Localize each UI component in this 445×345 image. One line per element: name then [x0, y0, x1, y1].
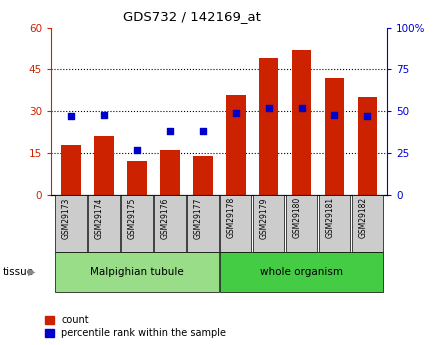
- Text: GSM29173: GSM29173: [62, 197, 71, 239]
- Bar: [259, 58, 279, 195]
- FancyBboxPatch shape: [55, 195, 87, 252]
- Point: [166, 129, 173, 134]
- Text: Malpighian tubule: Malpighian tubule: [90, 267, 184, 277]
- Bar: [127, 161, 147, 195]
- Bar: [94, 136, 114, 195]
- Point: [232, 110, 239, 116]
- Text: GSM29175: GSM29175: [128, 197, 137, 239]
- Point: [100, 112, 107, 117]
- Text: ▶: ▶: [28, 267, 36, 277]
- Point: [331, 112, 338, 117]
- Text: GDS732 / 142169_at: GDS732 / 142169_at: [123, 10, 261, 23]
- Text: tissue: tissue: [2, 267, 33, 277]
- Text: GSM29176: GSM29176: [161, 197, 170, 239]
- Point: [67, 114, 74, 119]
- FancyBboxPatch shape: [88, 195, 120, 252]
- Text: whole organism: whole organism: [260, 267, 343, 277]
- FancyBboxPatch shape: [220, 252, 383, 292]
- Text: GSM29178: GSM29178: [227, 197, 236, 238]
- FancyBboxPatch shape: [352, 195, 383, 252]
- FancyBboxPatch shape: [55, 252, 218, 292]
- FancyBboxPatch shape: [286, 195, 317, 252]
- Point: [199, 129, 206, 134]
- Bar: [61, 145, 81, 195]
- FancyBboxPatch shape: [187, 195, 218, 252]
- FancyBboxPatch shape: [220, 195, 251, 252]
- Bar: [324, 78, 344, 195]
- Bar: [193, 156, 213, 195]
- Text: GSM29179: GSM29179: [259, 197, 269, 239]
- FancyBboxPatch shape: [121, 195, 153, 252]
- Text: GSM29180: GSM29180: [292, 197, 302, 238]
- Text: GSM29177: GSM29177: [194, 197, 202, 239]
- Point: [298, 105, 305, 111]
- Bar: [226, 95, 246, 195]
- Bar: [357, 97, 377, 195]
- Point: [133, 147, 140, 152]
- Point: [265, 105, 272, 111]
- Text: GSM29182: GSM29182: [358, 197, 368, 238]
- FancyBboxPatch shape: [253, 195, 284, 252]
- Bar: [291, 50, 312, 195]
- FancyBboxPatch shape: [154, 195, 186, 252]
- Text: GSM29181: GSM29181: [325, 197, 335, 238]
- Point: [364, 114, 371, 119]
- Bar: [160, 150, 180, 195]
- FancyBboxPatch shape: [319, 195, 350, 252]
- Legend: count, percentile rank within the sample: count, percentile rank within the sample: [45, 315, 227, 338]
- Text: GSM29174: GSM29174: [95, 197, 104, 239]
